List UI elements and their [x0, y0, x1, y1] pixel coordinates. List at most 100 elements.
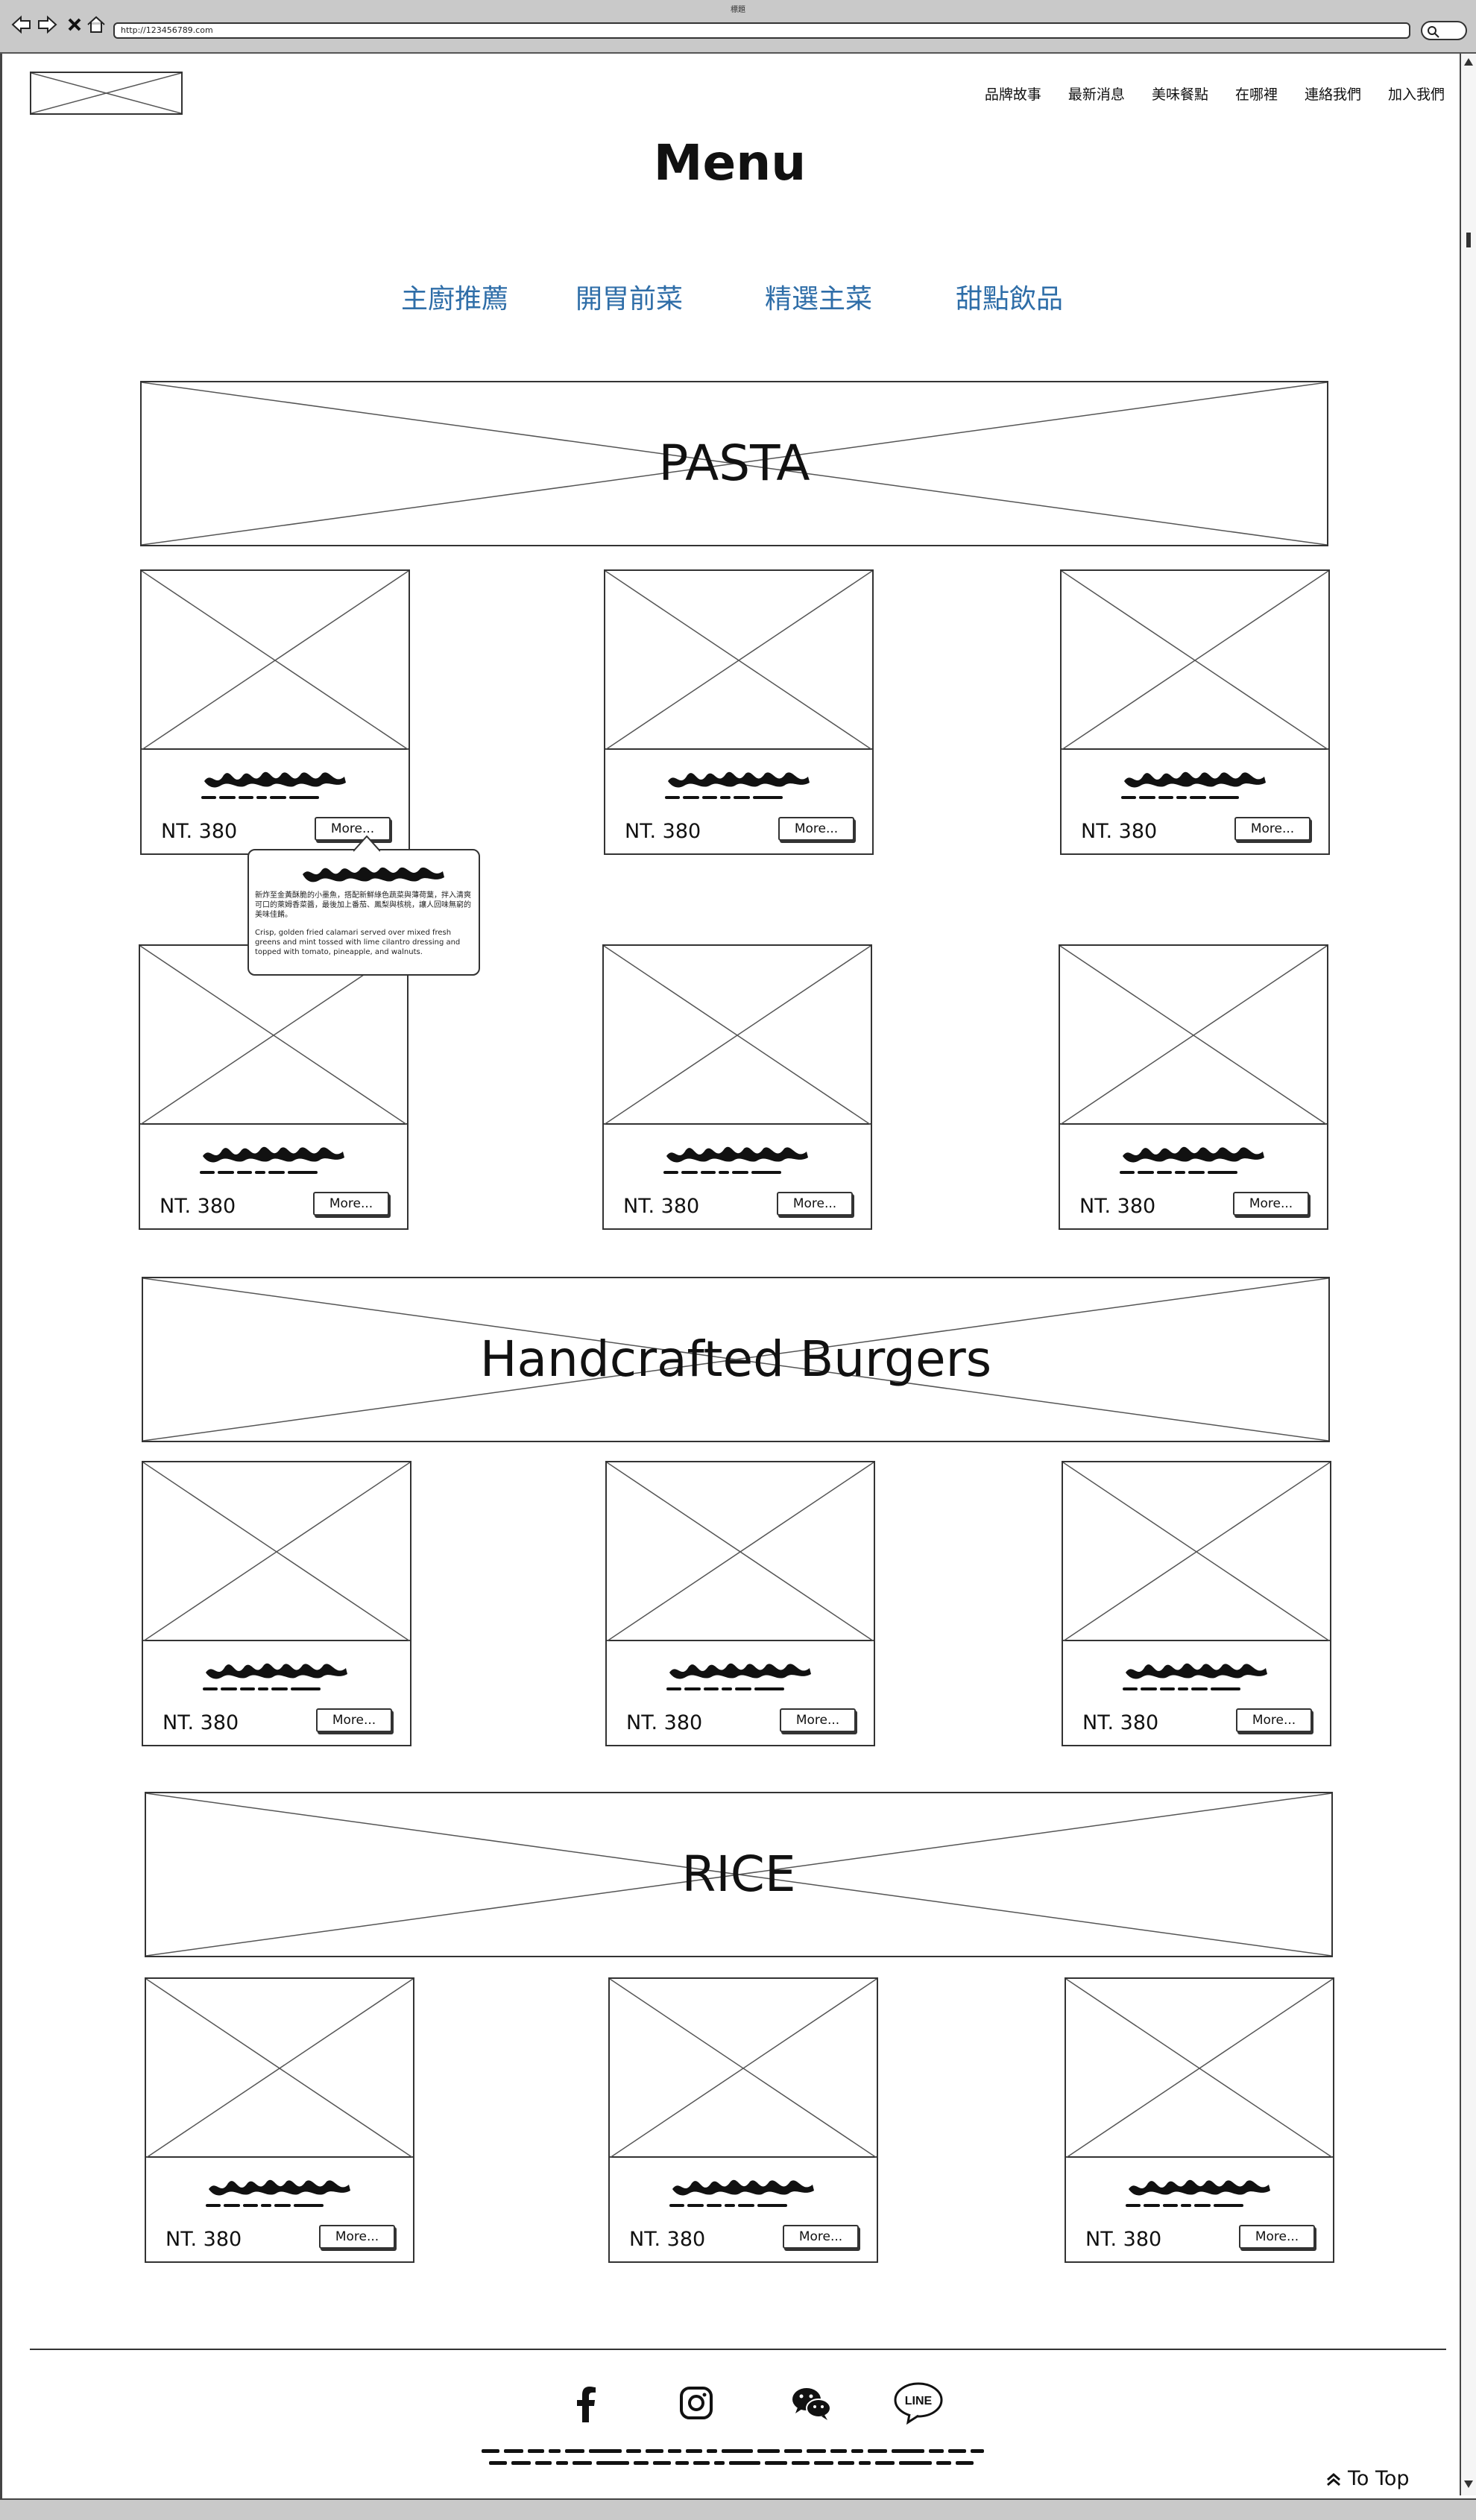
price-label: NT. 380	[161, 820, 238, 843]
dish-name-scribble	[663, 1146, 808, 1174]
more-button[interactable]: More...	[783, 2225, 859, 2249]
more-button[interactable]: More...	[1239, 2225, 1315, 2249]
horizontal-scrollbar[interactable]	[0, 2498, 1476, 2520]
banner-title: Handcrafted Burgers	[479, 1330, 992, 1388]
menu-item-card[interactable]: NT. 380 More...	[1065, 1977, 1334, 2263]
dish-image-placeholder	[140, 946, 407, 1125]
more-button[interactable]: More...	[319, 2225, 395, 2249]
more-button[interactable]: More...	[1234, 817, 1311, 841]
more-button[interactable]: More...	[777, 1192, 853, 1216]
forward-arrow-icon[interactable]	[36, 13, 58, 36]
dish-name-scribble	[1126, 2179, 1270, 2207]
browser-tab-title: 標題	[731, 6, 745, 14]
menu-item-card[interactable]: NT. 380 More...	[605, 1461, 875, 1746]
tab-appetizers[interactable]: 開胃前菜	[575, 284, 684, 315]
more-button[interactable]: More...	[1236, 1708, 1312, 1732]
menu-item-card[interactable]: NT. 380 More...	[139, 944, 409, 1230]
dish-image-placeholder	[1062, 571, 1328, 750]
dish-name-scribble	[203, 1663, 347, 1690]
dish-image-placeholder	[610, 1979, 877, 2158]
banner-pasta: PASTA	[140, 381, 1328, 546]
more-button[interactable]: More...	[315, 817, 391, 841]
main-nav: 品牌故事 最新消息 美味餐點 在哪裡 連絡我們 加入我們	[985, 83, 1445, 104]
dish-image-placeholder	[604, 946, 871, 1125]
nav-menu[interactable]: 美味餐點	[1151, 86, 1208, 103]
price-label: NT. 380	[163, 1711, 239, 1734]
menu-item-card[interactable]: NT. 380 More...	[140, 569, 410, 855]
menu-item-card[interactable]: NT. 380 More...	[145, 1977, 414, 2263]
banner-title: PASTA	[658, 435, 810, 492]
logo-placeholder[interactable]	[30, 72, 183, 115]
line-icon[interactable]: LINE	[893, 2381, 944, 2425]
more-button[interactable]: More...	[1233, 1192, 1309, 1216]
scroll-up-icon[interactable]	[1464, 58, 1473, 66]
more-button[interactable]: More...	[778, 817, 854, 841]
to-top-button[interactable]: To Top	[1325, 2467, 1410, 2490]
tab-main-courses[interactable]: 精選主菜	[765, 284, 873, 315]
tab-chef-recommend[interactable]: 主廚推薦	[401, 284, 509, 315]
browser-chrome: 標題 http://123456789.com	[0, 0, 1476, 54]
menu-item-card[interactable]: NT. 380 More...	[608, 1977, 878, 2263]
dish-name-scribble	[666, 1663, 811, 1690]
nav-location[interactable]: 在哪裡	[1234, 86, 1278, 103]
home-icon[interactable]	[85, 13, 107, 36]
dish-name-scribble	[665, 771, 810, 799]
url-bar[interactable]: http://123456789.com	[113, 22, 1410, 39]
banner-burgers: Handcrafted Burgers	[142, 1277, 1330, 1442]
instagram-icon[interactable]	[674, 2381, 719, 2425]
dish-name-scribble	[201, 771, 346, 799]
footer-divider	[30, 2349, 1446, 2350]
price-label: NT. 380	[629, 2228, 706, 2251]
dish-image-placeholder	[142, 571, 409, 750]
dish-image-placeholder	[146, 1979, 413, 2158]
price-label: NT. 380	[160, 1195, 236, 1218]
dish-image-placeholder	[1066, 1979, 1333, 2158]
price-label: NT. 380	[623, 1195, 700, 1218]
banner-rice: RICE	[145, 1792, 1333, 1957]
more-button[interactable]: More...	[780, 1708, 856, 1732]
price-label: NT. 380	[626, 1711, 703, 1734]
stop-icon[interactable]	[64, 13, 86, 36]
line-icon-label: LINE	[905, 2395, 933, 2407]
price-label: NT. 380	[625, 820, 701, 843]
nav-brand-story[interactable]: 品牌故事	[984, 86, 1041, 103]
menu-item-card[interactable]: NT. 380 More...	[1060, 569, 1330, 855]
scroll-down-icon[interactable]	[1464, 2480, 1473, 2488]
price-label: NT. 380	[1079, 1195, 1156, 1218]
back-arrow-icon[interactable]	[10, 13, 33, 36]
vertical-scrollbar[interactable]	[1460, 54, 1476, 2495]
menu-item-card[interactable]: NT. 380 More...	[604, 569, 874, 855]
dish-name-scribble	[303, 867, 444, 882]
menu-item-card[interactable]: NT. 380 More...	[142, 1461, 411, 1746]
nav-join-us[interactable]: 加入我們	[1387, 86, 1445, 103]
dish-name-scribble	[1120, 1146, 1264, 1174]
dish-name-scribble	[669, 2179, 814, 2207]
dish-image-placeholder	[607, 1462, 874, 1641]
double-chevron-up-icon	[1327, 2472, 1340, 2486]
price-label: NT. 380	[1081, 820, 1158, 843]
browser-search-field[interactable]	[1421, 21, 1467, 40]
facebook-icon[interactable]	[564, 2381, 608, 2425]
to-top-label: To Top	[1348, 2467, 1410, 2490]
menu-item-card[interactable]: NT. 380 More...	[1059, 944, 1328, 1230]
dish-image-placeholder	[1063, 1462, 1330, 1641]
dish-description-tooltip: 新炸至金黃酥脆的小墨魚，搭配新鮮綠色蔬菜與薄荷葉，拌入清爽可口的萊姆香菜醬，最後…	[247, 836, 480, 976]
nav-contact[interactable]: 連絡我們	[1304, 86, 1361, 103]
more-button[interactable]: More...	[316, 1708, 392, 1732]
tooltip-pointer	[353, 836, 380, 852]
page-title: Menu	[653, 134, 807, 192]
tooltip-description-zh: 新炸至金黃酥脆的小墨魚，搭配新鮮綠色蔬菜與薄荷葉，拌入清爽可口的萊姆香菜醬，最後…	[255, 891, 471, 919]
price-label: NT. 380	[165, 2228, 242, 2251]
tab-desserts-drinks[interactable]: 甜點飲品	[956, 284, 1064, 315]
banner-title: RICE	[681, 1845, 796, 1903]
tooltip-description-en: Crisp, golden fried calamari served over…	[255, 929, 461, 956]
scroll-thumb[interactable]	[1466, 233, 1471, 247]
dish-image-placeholder	[1060, 946, 1327, 1125]
nav-latest-news[interactable]: 最新消息	[1067, 86, 1125, 103]
dish-name-scribble	[200, 1146, 344, 1174]
wechat-icon[interactable]	[789, 2381, 833, 2425]
dish-image-placeholder	[143, 1462, 410, 1641]
more-button[interactable]: More...	[313, 1192, 389, 1216]
menu-item-card[interactable]: NT. 380 More...	[602, 944, 872, 1230]
menu-item-card[interactable]: NT. 380 More...	[1062, 1461, 1331, 1746]
